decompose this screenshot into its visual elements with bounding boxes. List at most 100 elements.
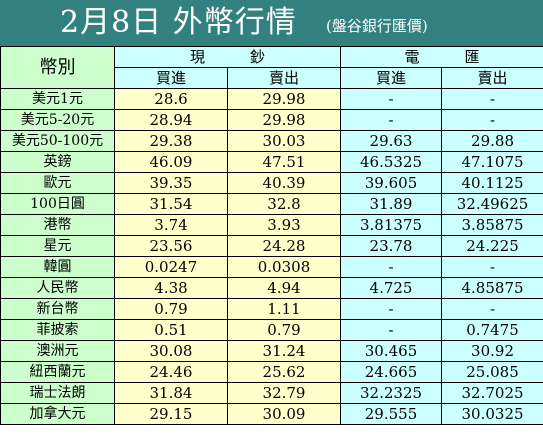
table-row: 紐西蘭元 24.46 25.62 24.665 25.085 — [0, 361, 543, 383]
cash-sell-cell: 32.8 — [226, 193, 342, 215]
table-row: 瑞士法朗 31.84 32.79 32.2325 32.7025 — [0, 382, 543, 404]
cash-sell-cell: 1.11 — [226, 298, 342, 320]
cash-sell-cell: 47.51 — [226, 151, 342, 173]
cash-buy-cell: 24.46 — [114, 361, 228, 383]
wire-buy-cell: 23.78 — [340, 235, 443, 257]
cash-sell-header: 賣出 — [226, 67, 342, 89]
currency-name: 歐元 — [0, 172, 115, 194]
wire-sell-cell: 3.85875 — [441, 214, 543, 236]
wire-sell-cell: 47.1075 — [441, 151, 543, 173]
cash-sell-cell: 30.09 — [226, 403, 342, 425]
wire-sell-header: 賣出 — [441, 67, 543, 89]
wire-buy-cell: 29.555 — [340, 403, 443, 425]
currency-name: 菲披索 — [0, 319, 115, 341]
wire-buy-cell: 30.465 — [340, 340, 443, 362]
currency-name: 紐西蘭元 — [0, 361, 115, 383]
cash-sell-cell: 40.39 — [226, 172, 342, 194]
cash-buy-cell: 3.74 — [114, 214, 228, 236]
header-row-groups: 幣別 現 鈔 電 匯 — [0, 46, 543, 89]
cash-buy-cell: 0.0247 — [114, 256, 228, 278]
table-row: 人民幣 4.38 4.94 4.725 4.85875 — [0, 277, 543, 299]
cash-sell-cell: 24.28 — [226, 235, 342, 257]
cash-buy-cell: 4.38 — [114, 277, 228, 299]
wire-buy-cell: 31.89 — [340, 193, 443, 215]
title-bar: 2月8日 外幣行情 (盤谷銀行匯價) — [0, 0, 543, 46]
cash-buy-cell: 31.84 — [114, 382, 228, 404]
cash-buy-cell: 31.54 — [114, 193, 228, 215]
cash-buy-cell: 46.09 — [114, 151, 228, 173]
currency-name: 韓圓 — [0, 256, 115, 278]
cash-sell-cell: 3.93 — [226, 214, 342, 236]
currency-name: 美元1元 — [0, 88, 115, 110]
table-row: 韓圓 0.0247 0.0308- - — [0, 256, 543, 278]
table-row: 港幣 3.74 3.93 3.81375 3.85875 — [0, 214, 543, 236]
header-row-sub: 買進 賣出 買進 賣出 — [1, 67, 543, 89]
cash-sell-cell: 4.94 — [226, 277, 342, 299]
cash-sell-cell: 30.03 — [226, 130, 342, 152]
rate-source: (盤谷銀行匯價) — [326, 17, 428, 35]
wire-sell-cell: 0.7475 — [441, 319, 543, 341]
cash-buy-cell: 0.51 — [114, 319, 228, 341]
currency-name: 100日圓 — [0, 193, 115, 215]
wire-group-header: 電 匯 — [340, 46, 543, 68]
page-title: 2月8日 外幣行情 — [60, 5, 297, 40]
cash-sell-cell: 31.24 — [226, 340, 342, 362]
wire-buy-cell: 39.605 — [340, 172, 443, 194]
table-row: 澳洲元 30.08 31.24 30.465 30.92 — [0, 340, 543, 362]
table-row: 星元 23.56 24.28 23.78 24.225 — [0, 235, 543, 257]
cash-sell-cell: 32.79 — [226, 382, 342, 404]
wire-sell-cell: - — [441, 109, 543, 131]
cash-sell-cell: 25.62 — [226, 361, 342, 383]
wire-sell-cell: 40.1125 — [441, 172, 543, 194]
cash-sell-cell: 0.0308 — [226, 256, 342, 278]
cash-sell-cell: 29.98 — [226, 109, 342, 131]
wire-sell-cell: 32.49625 — [441, 193, 543, 215]
wire-sell-cell: 24.225 — [441, 235, 543, 257]
wire-buy-cell: - — [340, 88, 443, 110]
wire-sell-cell: - — [441, 256, 543, 278]
currency-name: 加拿大元 — [0, 403, 115, 425]
wire-sell-cell: - — [441, 88, 543, 110]
cash-buy-cell: 28.6 — [114, 88, 228, 110]
currency-name: 人民幣 — [0, 277, 115, 299]
wire-buy-cell: - — [340, 298, 443, 320]
cash-buy-cell: 29.38 — [114, 130, 228, 152]
cash-buy-cell: 39.35 — [114, 172, 228, 194]
currency-column-header: 幣別 — [0, 46, 115, 89]
wire-buy-cell: 24.665 — [340, 361, 443, 383]
cash-buy-cell: 30.08 — [114, 340, 228, 362]
table-row: 美元1元 28.6 29.98- - — [0, 88, 543, 110]
wire-sell-cell: 30.0325 — [441, 403, 543, 425]
wire-buy-cell: - — [340, 109, 443, 131]
cash-buy-cell: 29.15 — [114, 403, 228, 425]
wire-sell-cell: 25.085 — [441, 361, 543, 383]
currency-name: 新台幣 — [0, 298, 115, 320]
table-row: 100日圓 31.54 32.8 31.89 32.49625 — [0, 193, 543, 215]
table-row: 美元5-20元 28.94 29.98- - — [0, 109, 543, 131]
cash-sell-cell: 29.98 — [226, 88, 342, 110]
cash-group-header: 現 鈔 — [113, 46, 342, 68]
wire-buy-cell: 32.2325 — [340, 382, 443, 404]
currency-name: 澳洲元 — [0, 340, 115, 362]
wire-sell-cell: 30.92 — [441, 340, 543, 362]
table-row: 加拿大元 29.15 30.09 29.555 30.0325 — [0, 403, 543, 425]
wire-buy-cell: - — [340, 256, 443, 278]
table-row: 新台幣 0.79 1.11- - — [0, 298, 543, 320]
currency-name: 美元50-100元 — [0, 130, 115, 152]
cash-buy-header: 買進 — [114, 67, 228, 89]
wire-sell-cell: 29.88 — [441, 130, 543, 152]
cash-buy-cell: 0.79 — [114, 298, 228, 320]
cash-buy-cell: 28.94 — [114, 109, 228, 131]
currency-name: 瑞士法朗 — [0, 382, 115, 404]
currency-name: 港幣 — [0, 214, 115, 236]
table-row: 歐元 39.35 40.39 39.605 40.1125 — [0, 172, 543, 194]
wire-buy-cell: 3.81375 — [340, 214, 443, 236]
table-row: 英鎊 46.09 47.51 46.5325 47.1075 — [0, 151, 543, 173]
wire-sell-cell: 4.85875 — [441, 277, 543, 299]
wire-buy-cell: 29.63 — [340, 130, 443, 152]
rates-table: 幣別 現 鈔 電 匯 買進 賣出 買進 賣出 美元1元 28.6 29.98- - 美元… — [0, 46, 543, 425]
wire-buy-cell: - — [340, 319, 443, 341]
cash-sell-cell: 0.79 — [226, 319, 342, 341]
wire-sell-cell: 32.7025 — [441, 382, 543, 404]
